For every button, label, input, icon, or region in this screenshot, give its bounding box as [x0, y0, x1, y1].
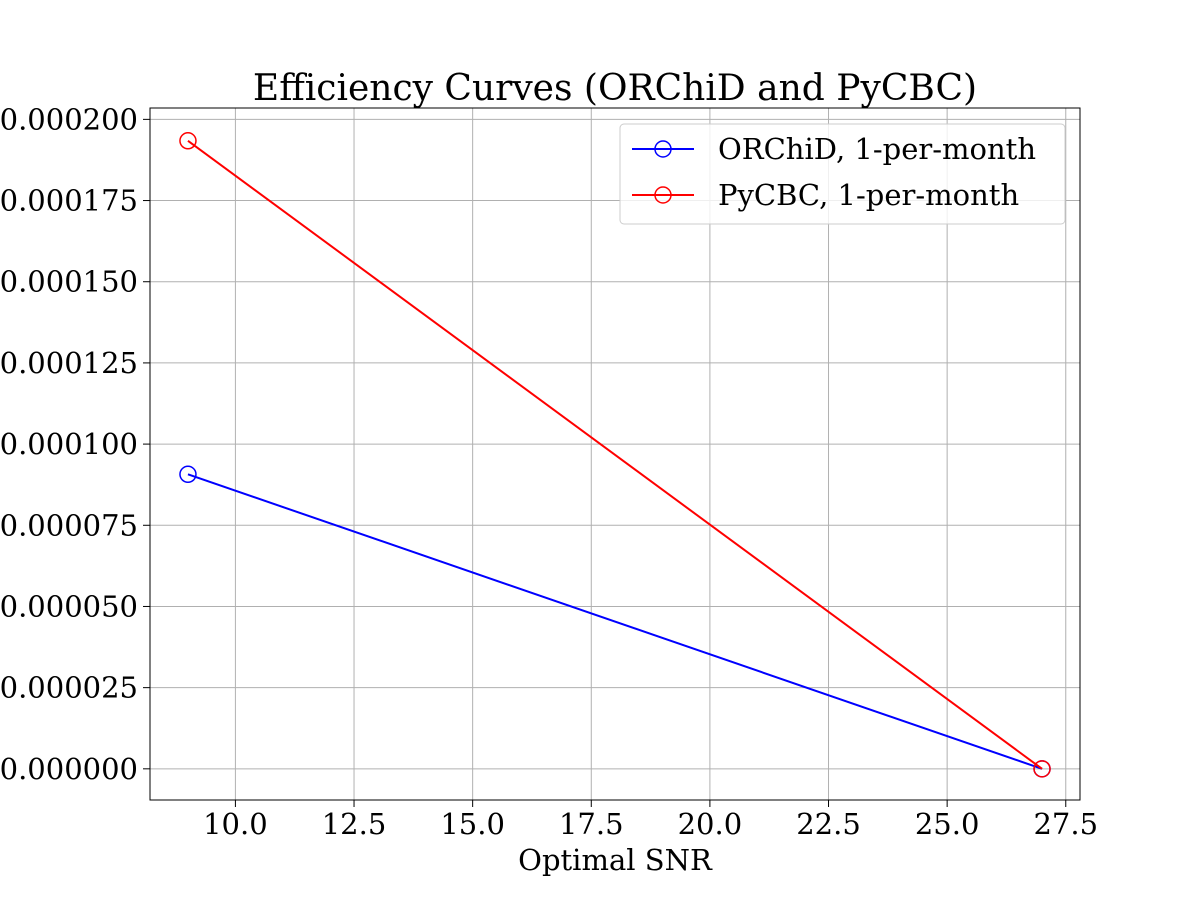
legend-entry-pycbc: PyCBC, 1-per-month	[632, 178, 1019, 212]
legend-box	[619, 123, 1066, 225]
legend-label-pycbc: PyCBC, 1-per-month	[718, 178, 1019, 212]
x-tick-label: 25.0	[915, 807, 980, 841]
chart-title: Efficiency Curves (ORChiD and PyCBC)	[253, 68, 977, 109]
series-1	[179, 132, 1051, 778]
x-axis-ticks: 10.0 12.5 15.0 17.5 20.0 22.5 25.0 27.5	[203, 800, 1098, 841]
y-tick-label: 0.000100	[0, 427, 138, 461]
y-tick-label: 0.000200	[0, 102, 138, 136]
y-tick-label: 0.000075	[0, 508, 138, 542]
x-tick-label: 17.5	[559, 807, 624, 841]
legend: ORChiD, 1-per-month PyCBC, 1-per-month	[619, 123, 1066, 225]
plot-series	[179, 132, 1051, 778]
x-tick-label: 10.0	[203, 807, 268, 841]
series-line	[187, 139, 1043, 770]
x-axis-label: Optimal SNR	[518, 843, 713, 877]
series-0	[179, 465, 1051, 778]
y-tick-label: 0.000000	[0, 752, 138, 786]
x-tick-label: 20.0	[678, 807, 743, 841]
legend-entry-orchid: ORChiD, 1-per-month	[632, 132, 1036, 166]
plot-frame	[149, 107, 1081, 801]
y-tick-label: 0.000150	[0, 265, 138, 299]
legend-label-orchid: ORChiD, 1-per-month	[718, 132, 1036, 166]
y-tick-label: 0.000125	[0, 346, 138, 380]
data-point	[179, 465, 197, 484]
data-point	[179, 132, 197, 150]
legend-marker-orchid	[654, 140, 672, 158]
x-tick-label: 15.0	[440, 807, 505, 841]
x-tick-label: 22.5	[796, 807, 861, 841]
x-tick-label: 27.5	[1033, 807, 1098, 841]
series-line	[187, 473, 1043, 770]
legend-marker-pycbc	[654, 186, 672, 204]
y-axis-ticks: 0.000000 0.000025 0.000050 0.000075 0.000100…	[0, 102, 150, 786]
y-tick-label: 0.000175	[0, 184, 138, 218]
y-tick-label: 0.000025	[0, 671, 138, 705]
data-point	[1033, 760, 1051, 778]
y-tick-label: 0.000050	[0, 589, 138, 623]
x-tick-label: 12.5	[322, 807, 387, 841]
